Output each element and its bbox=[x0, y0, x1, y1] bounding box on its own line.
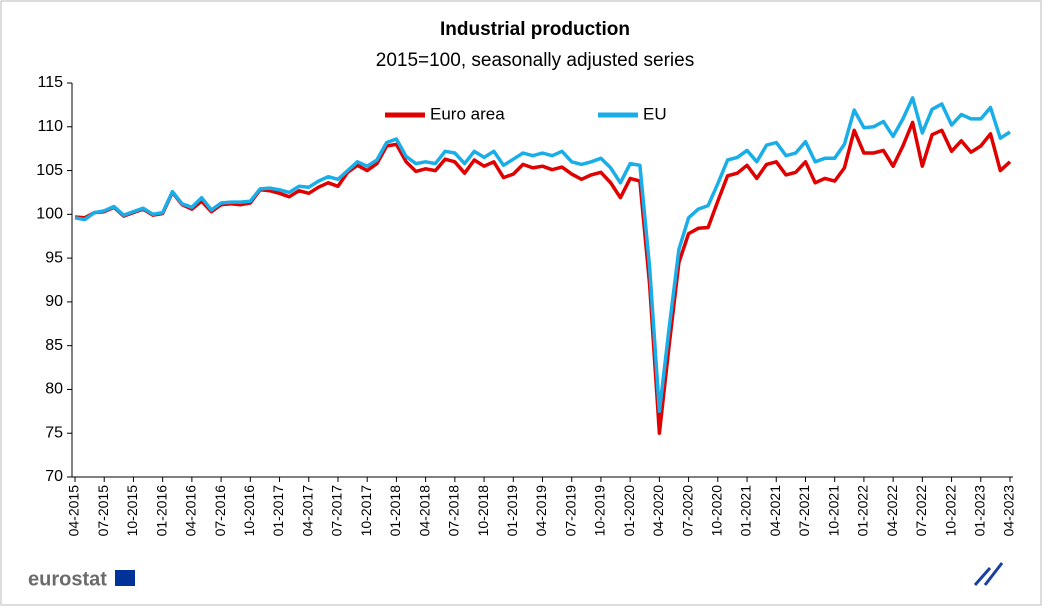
x-tick-label: 01-2019 bbox=[504, 485, 520, 537]
x-tick-label: 07-2021 bbox=[796, 485, 812, 537]
x-tick-label: 07-2018 bbox=[446, 485, 462, 537]
y-tick-label: 105 bbox=[36, 162, 63, 179]
y-tick-label: 75 bbox=[45, 424, 63, 441]
x-tick-label: 10-2021 bbox=[825, 485, 841, 537]
x-tick-label: 04-2016 bbox=[183, 485, 199, 537]
x-tick-label: 04-2020 bbox=[650, 485, 666, 537]
x-tick-label: 10-2019 bbox=[592, 485, 608, 537]
eu-flag bbox=[115, 570, 135, 586]
y-tick-label: 85 bbox=[45, 337, 63, 354]
y-tick-label: 90 bbox=[45, 293, 63, 310]
x-tick-label: 10-2017 bbox=[358, 485, 374, 537]
x-tick-label: 01-2020 bbox=[621, 485, 637, 537]
x-tick-label: 04-2017 bbox=[299, 485, 315, 537]
x-tick-label: 07-2022 bbox=[913, 485, 929, 537]
y-tick-label: 100 bbox=[36, 206, 63, 223]
x-tick-label: 07-2016 bbox=[212, 485, 228, 537]
logo-mark bbox=[973, 562, 1004, 586]
y-tick-label: 80 bbox=[45, 381, 63, 398]
x-tick-label: 01-2016 bbox=[153, 485, 169, 537]
x-tick-label: 10-2020 bbox=[709, 485, 725, 537]
x-tick-label: 10-2018 bbox=[475, 485, 491, 537]
x-tick-label: 04-2021 bbox=[767, 485, 783, 537]
chart-subtitle: 2015=100, seasonally adjusted series bbox=[376, 50, 694, 71]
x-tick-label: 10-2022 bbox=[942, 485, 958, 537]
source-logo: eurostat bbox=[28, 568, 107, 590]
x-tick-label: 10-2015 bbox=[124, 485, 140, 537]
legend-label: Euro area bbox=[430, 104, 505, 123]
x-tick-label: 07-2017 bbox=[329, 485, 345, 537]
x-tick-label: 01-2017 bbox=[270, 485, 286, 537]
x-tick-label: 04-2022 bbox=[884, 485, 900, 537]
y-tick-label: 70 bbox=[45, 468, 63, 485]
x-tick-label: 04-2015 bbox=[66, 485, 82, 537]
legend-label: EU bbox=[643, 104, 667, 123]
x-tick-label: 07-2020 bbox=[679, 485, 695, 537]
y-tick-label: 110 bbox=[37, 118, 63, 135]
x-tick-label: 04-2018 bbox=[416, 485, 432, 537]
x-tick-label: 07-2015 bbox=[95, 485, 111, 537]
series-line bbox=[74, 96, 1011, 414]
x-tick-label: 01-2023 bbox=[971, 485, 987, 537]
x-tick-label: 01-2021 bbox=[738, 485, 754, 537]
x-tick-label: 04-2019 bbox=[533, 485, 549, 537]
y-tick-label: 115 bbox=[37, 74, 63, 91]
y-tick-label: 95 bbox=[45, 249, 63, 266]
chart-title: Industrial production bbox=[440, 19, 630, 40]
x-tick-label: 01-2018 bbox=[387, 485, 403, 537]
x-tick-label: 10-2016 bbox=[241, 485, 257, 537]
x-tick-label: 07-2019 bbox=[562, 485, 578, 537]
x-tick-label: 01-2022 bbox=[855, 485, 871, 537]
x-tick-label: 04-2023 bbox=[1001, 485, 1017, 537]
